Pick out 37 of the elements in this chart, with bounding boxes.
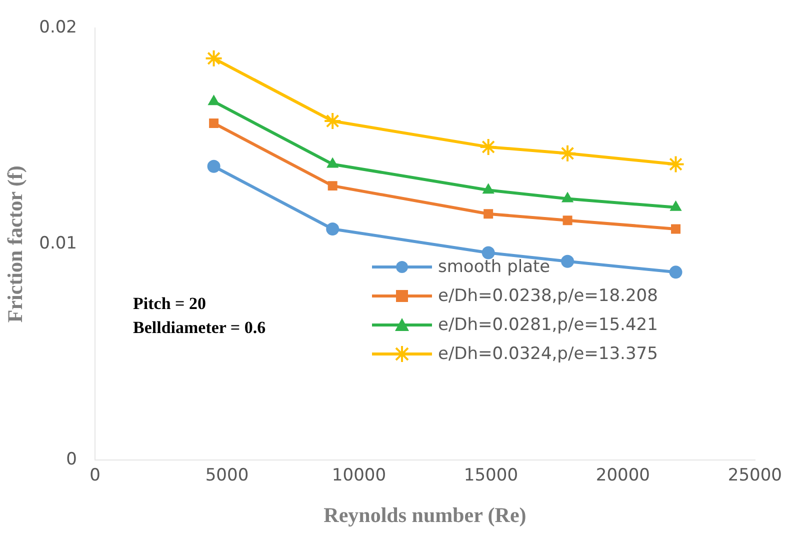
x-tick-label: 25000 [728,466,782,486]
legend-label: e/Dh=0.0238,p/e=18.208 [438,286,658,306]
point [669,266,682,279]
point [326,222,340,236]
point [561,254,574,268]
point [482,246,495,260]
point [562,192,574,202]
x-axis-title: Reynolds number (Re) [324,502,526,527]
point [562,216,572,226]
point [479,138,498,156]
x-tick-label: 0 [90,466,100,486]
annotation: Belldiameter = 0.6 [133,317,266,339]
x-tick-label: 5000 [205,466,249,486]
legend-label: e/Dh=0.0324,p/e=13.375 [438,344,658,364]
legend-label: smooth plate [438,256,550,276]
point [670,200,682,211]
point [324,112,342,130]
point [482,184,494,194]
y-axis-title: Friction factor (f) [3,166,28,323]
point [209,118,219,128]
point [207,160,220,173]
y-tick-label: 0.02 [39,18,77,38]
point [558,144,577,162]
x-tick-label: 15000 [464,466,518,486]
point [666,155,685,174]
x-tick-label: 10000 [332,466,386,486]
x-tick-label: 20000 [596,466,650,486]
point [484,209,494,219]
point [326,158,338,168]
annotation: Pitch = 20 [133,293,207,315]
point [204,49,223,68]
point [328,181,338,191]
legend-label: e/Dh=0.0281,p/e=15.421 [438,314,658,334]
point [208,95,220,106]
y-tick-label: 0 [66,449,77,470]
y-tick-label: 0.01 [39,234,77,254]
point [671,224,681,234]
